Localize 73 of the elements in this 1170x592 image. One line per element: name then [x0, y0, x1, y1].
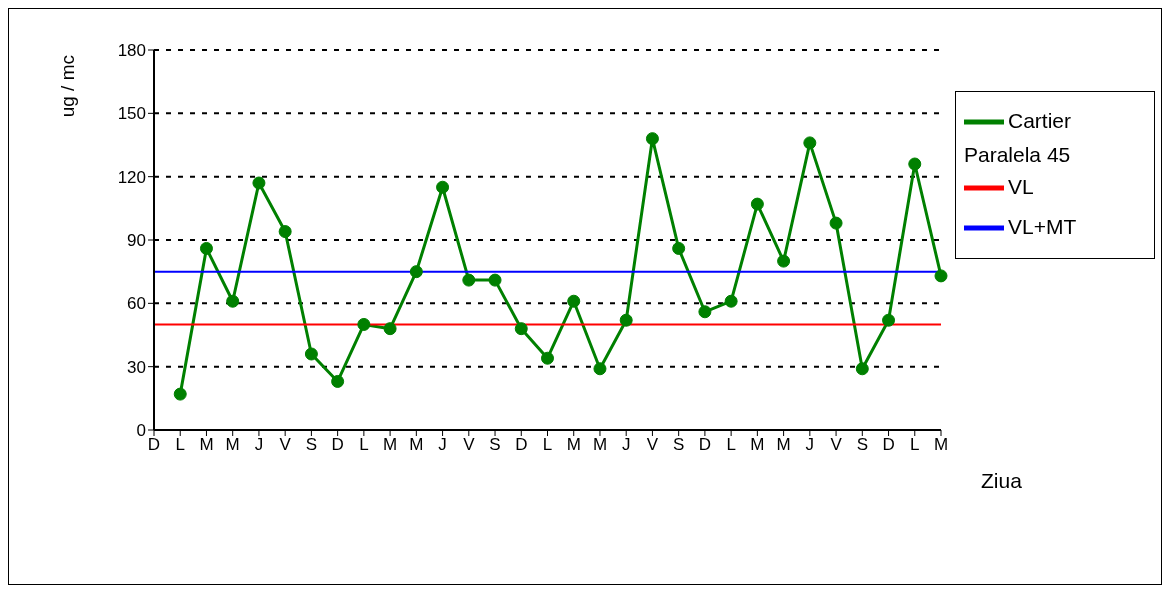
point: [409, 265, 423, 279]
x-tick-label: L: [910, 435, 920, 455]
point: [855, 362, 869, 376]
y-tick-label: 0: [136, 421, 146, 441]
point: [724, 294, 738, 308]
x-axis-title: Ziua: [981, 469, 1023, 492]
point: [882, 313, 896, 327]
x-tick-label: M: [383, 435, 398, 455]
x-tick-label: D: [882, 435, 895, 455]
x-tick-label: V: [646, 435, 659, 455]
x-tick-label: V: [463, 435, 476, 455]
point: [803, 136, 817, 150]
x-tick-label: M: [199, 435, 214, 455]
point: [226, 294, 240, 308]
point: [645, 132, 659, 146]
point: [173, 387, 187, 401]
legend-label: VL: [1008, 174, 1034, 198]
x-tick-label: M: [933, 435, 949, 455]
point: [331, 374, 345, 388]
point: [514, 322, 528, 336]
point: [672, 241, 686, 255]
point: [278, 225, 292, 239]
point: [908, 157, 922, 171]
x-tick-label: J: [621, 435, 631, 455]
x-tick-label: L: [359, 435, 369, 455]
x-tick-label: L: [726, 435, 736, 455]
x-tick-label: S: [489, 435, 501, 455]
point: [462, 273, 476, 287]
point: [934, 269, 948, 283]
x-tick-label: S: [305, 435, 318, 455]
y-tick-label: 30: [127, 357, 146, 377]
point: [619, 313, 633, 327]
x-tick-label: M: [566, 435, 581, 455]
point: [750, 197, 764, 211]
y-tick-label: 90: [127, 231, 146, 251]
x-tick-label: D: [331, 435, 344, 455]
x-tick-label: V: [830, 435, 843, 455]
x-tick-label: S: [672, 435, 685, 455]
point: [488, 273, 502, 287]
x-tick-label: M: [409, 435, 424, 455]
x-tick-label: M: [225, 435, 240, 455]
point: [567, 294, 581, 308]
y-tick-label: 180: [117, 41, 146, 61]
x-tick-label: L: [175, 435, 185, 455]
x-tick-label: M: [776, 435, 791, 455]
y-tick-label: 150: [117, 104, 146, 124]
point: [304, 347, 318, 361]
point: [383, 322, 397, 336]
x-tick-label: J: [805, 435, 815, 455]
x-tick-label: L: [542, 435, 553, 455]
x-tick-label: S: [856, 435, 868, 455]
point: [777, 254, 791, 268]
point: [541, 351, 554, 365]
x-tick-label: D: [515, 435, 528, 455]
point: [698, 305, 712, 319]
y-axis-title: ug / mc: [57, 55, 78, 118]
point: [252, 176, 266, 190]
point: [829, 216, 843, 230]
legend-label: Cartier Paralela 45: [964, 108, 1072, 166]
y-tick-label: 120: [117, 167, 146, 187]
x-tick-label: D: [698, 435, 712, 455]
x-tick-label: D: [147, 435, 161, 455]
point: [357, 317, 371, 331]
y-tick-label: 60: [127, 294, 146, 314]
x-tick-label: J: [254, 435, 264, 455]
x-tick-label: M: [592, 435, 608, 455]
x-tick-label: M: [750, 435, 765, 455]
point: [199, 241, 213, 255]
x-tick-label: V: [279, 435, 292, 455]
point: [593, 362, 607, 376]
point: [436, 180, 450, 194]
x-tick-label: J: [438, 435, 447, 455]
legend-label: VL+MT: [1008, 214, 1077, 238]
